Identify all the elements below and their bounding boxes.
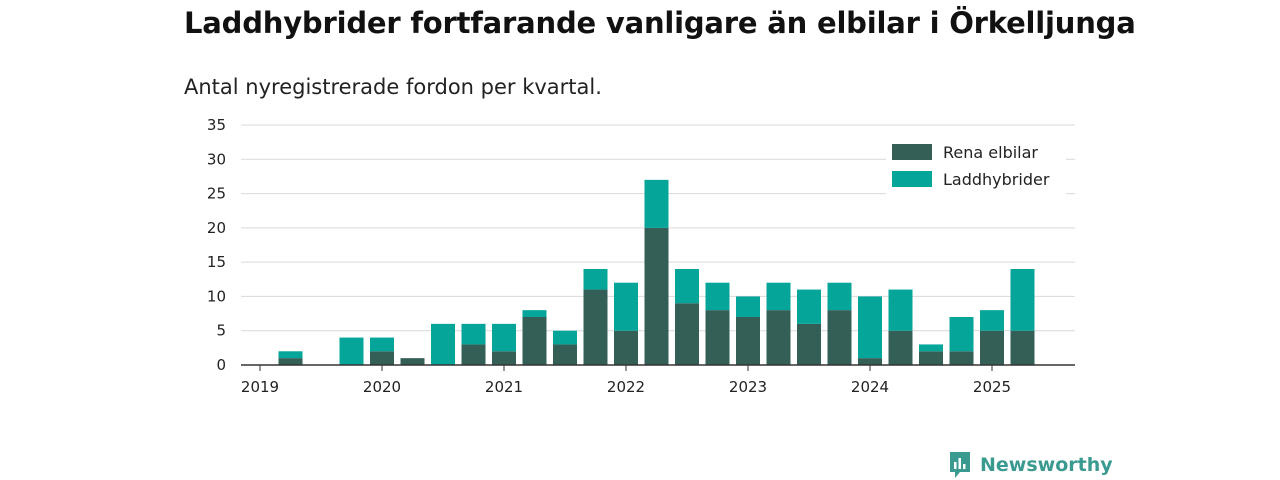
bar-rena-elbilar	[736, 317, 760, 365]
bar-rena-elbilar	[278, 358, 303, 365]
bar-laddhybrider	[370, 337, 394, 352]
bar-rena-elbilar	[827, 310, 852, 365]
bar-rena-elbilar	[675, 303, 699, 365]
x-axis: 2019 2020 2021 2022 2023 2024 2025	[241, 364, 1075, 396]
y-tick-label: 35	[207, 116, 226, 134]
bar-rena-elbilar	[888, 330, 913, 365]
bar-laddhybrider	[583, 269, 608, 290]
y-tick-label: 0	[216, 356, 226, 374]
bar-rena-elbilar	[705, 310, 730, 365]
bar-laddhybrider	[522, 310, 547, 317]
bar-laddhybrider	[980, 310, 1004, 331]
bar-laddhybrider	[705, 282, 730, 311]
x-tick-label: 2025	[973, 378, 1011, 396]
bar-rena-elbilar	[797, 323, 821, 365]
bar-laddhybrider	[766, 282, 791, 311]
y-tick-label: 25	[207, 185, 226, 203]
bar-rena-elbilar	[1010, 330, 1035, 365]
legend-swatch-rena-elbilar	[892, 144, 932, 160]
bar-rena-elbilar	[644, 227, 669, 365]
legend: Rena elbilar Laddhybrider	[886, 138, 1066, 198]
newsworthy-logo-icon	[950, 452, 970, 478]
brand-name: Newsworthy	[980, 454, 1113, 476]
bar-laddhybrider	[675, 269, 699, 304]
x-tick-label: 2022	[607, 378, 645, 396]
bar-rena-elbilar	[370, 351, 394, 365]
bar-rena-elbilar	[522, 317, 547, 365]
bar-laddhybrider	[797, 289, 821, 324]
bars	[278, 179, 1035, 365]
x-tick-label: 2019	[241, 378, 279, 396]
bar-rena-elbilar	[919, 351, 943, 365]
bar-rena-elbilar	[553, 344, 577, 365]
legend-label-laddhybrider: Laddhybrider	[943, 170, 1050, 189]
y-tick-label: 30	[207, 150, 226, 168]
bar-laddhybrider	[736, 296, 760, 317]
bar-laddhybrider	[492, 323, 516, 352]
chart-title: Laddhybrider fortfarande vanligare än el…	[184, 6, 1136, 40]
brand: Newsworthy	[948, 450, 1113, 480]
x-tick-label: 2023	[729, 378, 767, 396]
bar-laddhybrider	[827, 282, 852, 311]
bar-rena-elbilar	[461, 344, 486, 365]
y-tick-label: 10	[207, 287, 226, 305]
x-tick-label: 2020	[363, 378, 401, 396]
bar-rena-elbilar	[614, 330, 638, 365]
bar-laddhybrider	[431, 323, 455, 365]
y-tick-label: 5	[216, 322, 226, 340]
bar-rena-elbilar	[400, 358, 425, 365]
bar-rena-elbilar	[492, 351, 516, 365]
bar-laddhybrider	[919, 344, 943, 352]
bar-rena-elbilar	[583, 289, 608, 365]
legend-label-rena-elbilar: Rena elbilar	[943, 143, 1038, 162]
y-tick-label: 20	[207, 219, 226, 237]
x-tick-label: 2024	[851, 378, 889, 396]
bar-laddhybrider	[278, 351, 303, 359]
bar-rena-elbilar	[949, 351, 974, 365]
bar-laddhybrider	[614, 282, 638, 331]
bar-laddhybrider	[644, 179, 669, 228]
bar-rena-elbilar	[858, 358, 882, 365]
x-tick-label: 2021	[485, 378, 523, 396]
legend-swatch-laddhybrider	[892, 171, 932, 187]
bar-laddhybrider	[888, 289, 913, 331]
bar-laddhybrider	[949, 317, 974, 352]
bar-laddhybrider	[858, 296, 882, 359]
bar-laddhybrider	[461, 323, 486, 345]
bar-laddhybrider	[1010, 269, 1035, 331]
bar-laddhybrider	[339, 337, 364, 365]
bar-rena-elbilar	[980, 330, 1004, 365]
y-axis: 0 5 10 15 20 25 30 35	[207, 116, 226, 374]
chart-subtitle: Antal nyregistrerade fordon per kvartal.	[184, 75, 602, 99]
bar-rena-elbilar	[766, 310, 791, 365]
y-tick-label: 15	[207, 253, 226, 271]
bar-laddhybrider	[553, 330, 577, 345]
